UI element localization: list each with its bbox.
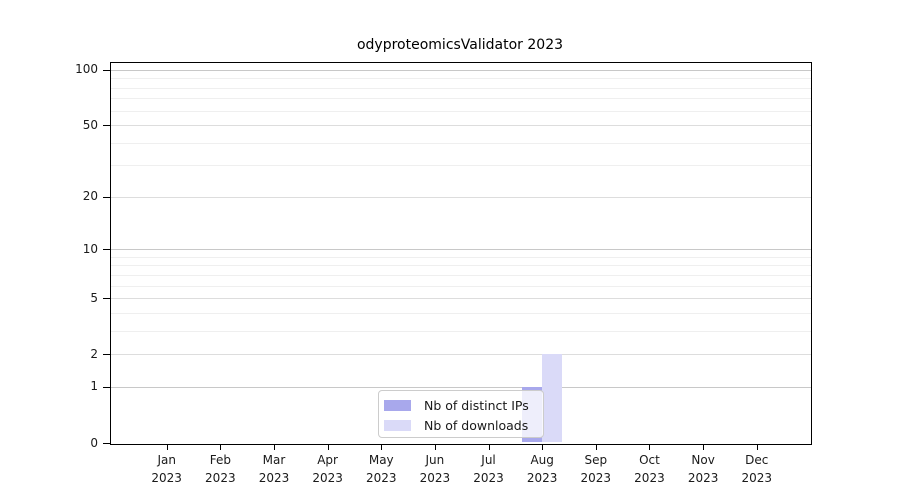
- gridline-minor: [111, 256, 811, 258]
- x-tick-year: 2023: [365, 471, 397, 485]
- gridline-minor: [111, 274, 811, 276]
- x-tick-month: Jul: [481, 453, 496, 467]
- x-tick-month: Dec: [745, 453, 769, 467]
- gridline-secondary: [111, 125, 811, 127]
- x-tick-year: 2023: [687, 471, 719, 485]
- gridline-minor: [111, 87, 811, 89]
- x-tick-label: Mar 2023: [244, 451, 304, 487]
- x-tick-label: Jul 2023: [459, 451, 519, 487]
- gridline-minor: [111, 285, 811, 287]
- x-tick-label: Sep 2023: [566, 451, 626, 487]
- legend-item: Nb of downloads: [384, 415, 537, 435]
- x-tick-month: Aug: [530, 453, 554, 467]
- x-axis-tick: [542, 444, 544, 450]
- gridline-minor: [111, 312, 811, 314]
- x-axis-tick: [220, 444, 222, 450]
- x-axis-tick: [166, 444, 168, 450]
- x-tick-year: 2023: [312, 471, 343, 485]
- y-axis-tick: [103, 354, 110, 356]
- x-tick-year: 2023: [419, 471, 451, 485]
- x-tick-month: Oct: [639, 453, 660, 467]
- x-tick-year: 2023: [526, 471, 558, 485]
- x-tick-label: Aug 2023: [512, 451, 572, 487]
- x-tick-year: 2023: [205, 471, 236, 485]
- x-tick-month: Sep: [584, 453, 608, 467]
- y-axis-tick: [103, 125, 110, 127]
- gridline-secondary: [111, 354, 811, 356]
- x-tick-year: 2023: [741, 471, 772, 485]
- x-axis-tick: [327, 444, 329, 450]
- gridline-emphasis: [111, 249, 811, 251]
- x-tick-year: 2023: [580, 471, 612, 485]
- gridline-minor: [111, 330, 811, 332]
- gridline-minor: [111, 142, 811, 144]
- x-tick-month: Mar: [262, 453, 286, 467]
- y-tick-label: 50: [82, 117, 98, 132]
- x-axis-tick: [381, 444, 383, 450]
- y-axis-tick: [103, 298, 110, 300]
- x-axis-tick: [649, 444, 651, 450]
- y-axis-tick: [103, 196, 110, 198]
- x-tick-month: Apr: [317, 453, 338, 467]
- y-tick-label: 5: [90, 290, 98, 305]
- x-tick-month: Jan: [157, 453, 176, 467]
- gridline-emphasis: [111, 386, 811, 388]
- legend-swatch-downloads: [384, 419, 411, 431]
- x-tick-label: May 2023: [351, 451, 411, 487]
- y-tick-label: 0: [90, 435, 98, 450]
- gridline-secondary: [111, 298, 811, 300]
- y-axis-tick: [103, 443, 110, 444]
- y-tick-label: 10: [82, 241, 98, 256]
- x-axis-tick: [273, 444, 275, 450]
- x-tick-label: Feb 2023: [190, 451, 250, 487]
- y-axis-tick: [103, 249, 110, 251]
- y-axis-tick: [103, 69, 110, 71]
- x-axis-tick: [434, 444, 436, 450]
- x-tick-year: 2023: [473, 471, 504, 485]
- x-tick-month: Nov: [691, 453, 715, 467]
- bar-nb-of-downloads-aug: [542, 354, 563, 442]
- x-tick-year: 2023: [258, 471, 290, 485]
- x-tick-label: Oct 2023: [619, 451, 679, 487]
- gridline-secondary: [111, 196, 811, 198]
- legend-swatch-distinct-ips: [384, 399, 411, 411]
- x-tick-label: Nov 2023: [673, 451, 733, 487]
- x-tick-label: Jan 2023: [137, 451, 197, 487]
- chart-title: odyproteomicsValidator 2023: [356, 37, 564, 53]
- x-tick-label: Apr 2023: [298, 451, 358, 487]
- gridline-minor: [111, 265, 811, 267]
- gridline-minor: [111, 165, 811, 167]
- legend-item-label: Nb of downloads: [424, 417, 529, 433]
- y-tick-label: 20: [82, 189, 98, 204]
- x-tick-year: 2023: [151, 471, 182, 485]
- gridline-minor: [111, 110, 811, 112]
- gridline-emphasis: [111, 69, 811, 71]
- x-tick-label: Jun 2023: [405, 451, 465, 487]
- plot-area: [110, 62, 812, 445]
- legend: Nb of distinct IPs Nb of downloads: [378, 390, 544, 438]
- x-tick-month: May: [368, 453, 394, 467]
- legend-item: Nb of distinct IPs: [384, 395, 537, 415]
- gridline-minor: [111, 78, 811, 80]
- x-tick-month: Jun: [425, 453, 445, 467]
- gridline-minor: [111, 98, 811, 100]
- x-axis-tick: [595, 444, 597, 450]
- x-tick-year: 2023: [634, 471, 665, 485]
- y-tick-label: 1: [90, 379, 98, 394]
- y-tick-label: 100: [75, 62, 98, 77]
- legend-item-label: Nb of distinct IPs: [424, 397, 529, 413]
- x-tick-label: Dec 2023: [727, 451, 787, 487]
- x-tick-month: Feb: [209, 453, 231, 467]
- x-axis-tick: [703, 444, 705, 450]
- y-axis-tick: [103, 386, 110, 388]
- y-tick-label: 2: [90, 346, 98, 361]
- x-axis-tick: [756, 444, 758, 450]
- x-axis-tick: [488, 444, 490, 450]
